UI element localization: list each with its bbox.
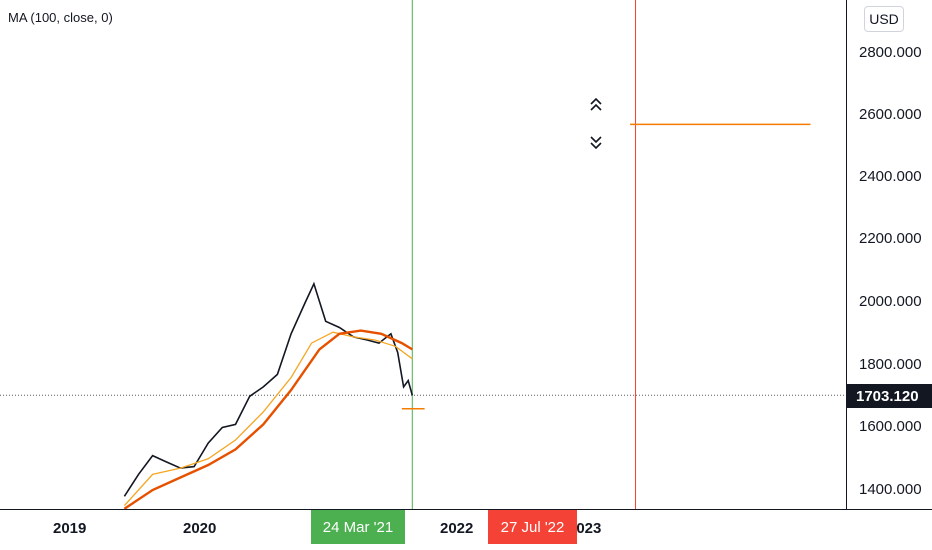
price-tick: 1400.000: [859, 481, 922, 498]
double-chevron-down-icon[interactable]: [588, 135, 604, 149]
chart-pane[interactable]: MA (100, close, 0): [0, 0, 846, 509]
vertical-line-date-label[interactable]: 27 Jul '22: [488, 510, 577, 544]
time-tick: 2019: [53, 520, 87, 537]
ma-fast-line: [123, 331, 413, 507]
price-tick: 2200.000: [859, 230, 922, 247]
time-tick: 2020: [183, 520, 217, 537]
ma-slow-line: [123, 329, 413, 509]
last-price-label: 1703.120: [847, 384, 932, 408]
double-chevron-up-icon[interactable]: [588, 98, 604, 112]
price-series-line: [123, 281, 414, 497]
vertical-line-date-label[interactable]: 24 Mar '21: [311, 510, 405, 544]
price-tick: 2800.000: [859, 44, 922, 61]
price-chart[interactable]: [0, 0, 846, 509]
price-axis[interactable]: USD 2800.000 2600.000 2400.000 2200.000 …: [846, 0, 932, 509]
price-tick: 1800.000: [859, 356, 922, 373]
indicator-legend[interactable]: MA (100, close, 0): [8, 10, 113, 25]
price-tick: 2000.000: [859, 293, 922, 310]
time-axis[interactable]: 2019 2020 2022 2023 24 Mar '21 27 Jul '2…: [0, 509, 932, 550]
time-tick: 2022: [440, 520, 474, 537]
price-tick: 1600.000: [859, 418, 922, 435]
currency-button[interactable]: USD: [864, 6, 904, 32]
price-tick: 2400.000: [859, 168, 922, 185]
price-tick: 2600.000: [859, 106, 922, 123]
